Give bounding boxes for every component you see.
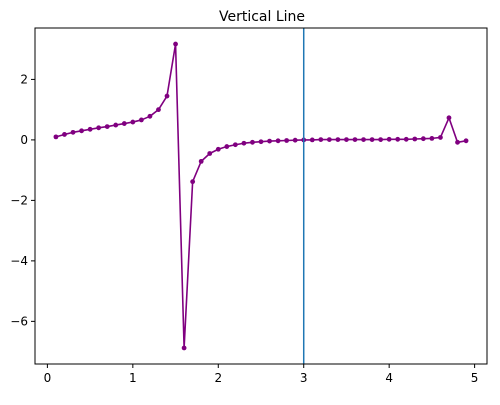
data-point: [104, 124, 110, 129]
data-point: [87, 126, 93, 132]
data-point: [326, 137, 332, 142]
data-point: [420, 136, 426, 142]
data-point: [258, 139, 264, 145]
data-point: [147, 113, 153, 119]
data-point: [232, 142, 238, 148]
data-point: [215, 146, 221, 152]
data-point: [138, 117, 144, 123]
plot-inner: [53, 28, 469, 364]
data-point: [403, 136, 409, 142]
axes-frame: [34, 27, 488, 365]
y-tick-label: −4: [10, 254, 28, 268]
data-point: [130, 119, 136, 125]
data-point: [369, 137, 375, 142]
x-tick-label: 2: [214, 371, 222, 385]
x-tick-label: 1: [129, 371, 137, 385]
data-point: [429, 135, 435, 141]
data-point: [173, 41, 178, 47]
axes: 0 1 2 3 4 5 −6 −4 −2 0 2: [10, 27, 488, 385]
data-point: [113, 122, 119, 128]
data-point: [352, 137, 358, 142]
data-point: [395, 136, 401, 142]
data-point: [378, 137, 384, 142]
data-point: [446, 115, 452, 121]
data-point: [361, 137, 366, 142]
plot-area: [53, 28, 469, 364]
data-point: [284, 138, 290, 143]
data-point: [198, 158, 204, 164]
data-point: [96, 125, 102, 131]
data-point: [121, 121, 127, 126]
data-point: [241, 140, 247, 146]
data-point: [181, 345, 187, 351]
x-tick-label: 3: [300, 371, 308, 385]
chart-title: Vertical Line: [219, 9, 305, 25]
data-point: [455, 139, 460, 145]
data-point: [344, 137, 349, 142]
data-point: [53, 134, 59, 140]
data-point: [70, 129, 76, 135]
data-point: [164, 93, 170, 99]
x-tick-label: 4: [385, 371, 393, 385]
y-tick-label: −2: [10, 193, 28, 207]
data-point: [309, 137, 315, 143]
data-point: [463, 138, 469, 144]
data-point: [335, 137, 341, 142]
data-point: [224, 144, 230, 149]
series-line: [55, 43, 467, 349]
data-point: [438, 135, 443, 140]
data-point: [412, 136, 418, 142]
y-tick-label: 2: [20, 72, 28, 86]
data-point: [267, 138, 272, 144]
data-point: [156, 107, 161, 113]
data-point: [292, 137, 298, 143]
data-point: [62, 132, 67, 137]
data-point: [207, 151, 213, 156]
data-point: [190, 179, 196, 185]
data-point: [386, 136, 392, 142]
data-point: [79, 128, 84, 134]
data-point: [250, 139, 255, 145]
y-tick-label: 0: [20, 133, 28, 147]
x-tick-label: 0: [44, 371, 52, 385]
y-tick-label: −6: [10, 314, 28, 328]
data-point: [275, 138, 281, 144]
x-tick-label: 5: [471, 371, 479, 385]
data-point: [318, 137, 324, 142]
